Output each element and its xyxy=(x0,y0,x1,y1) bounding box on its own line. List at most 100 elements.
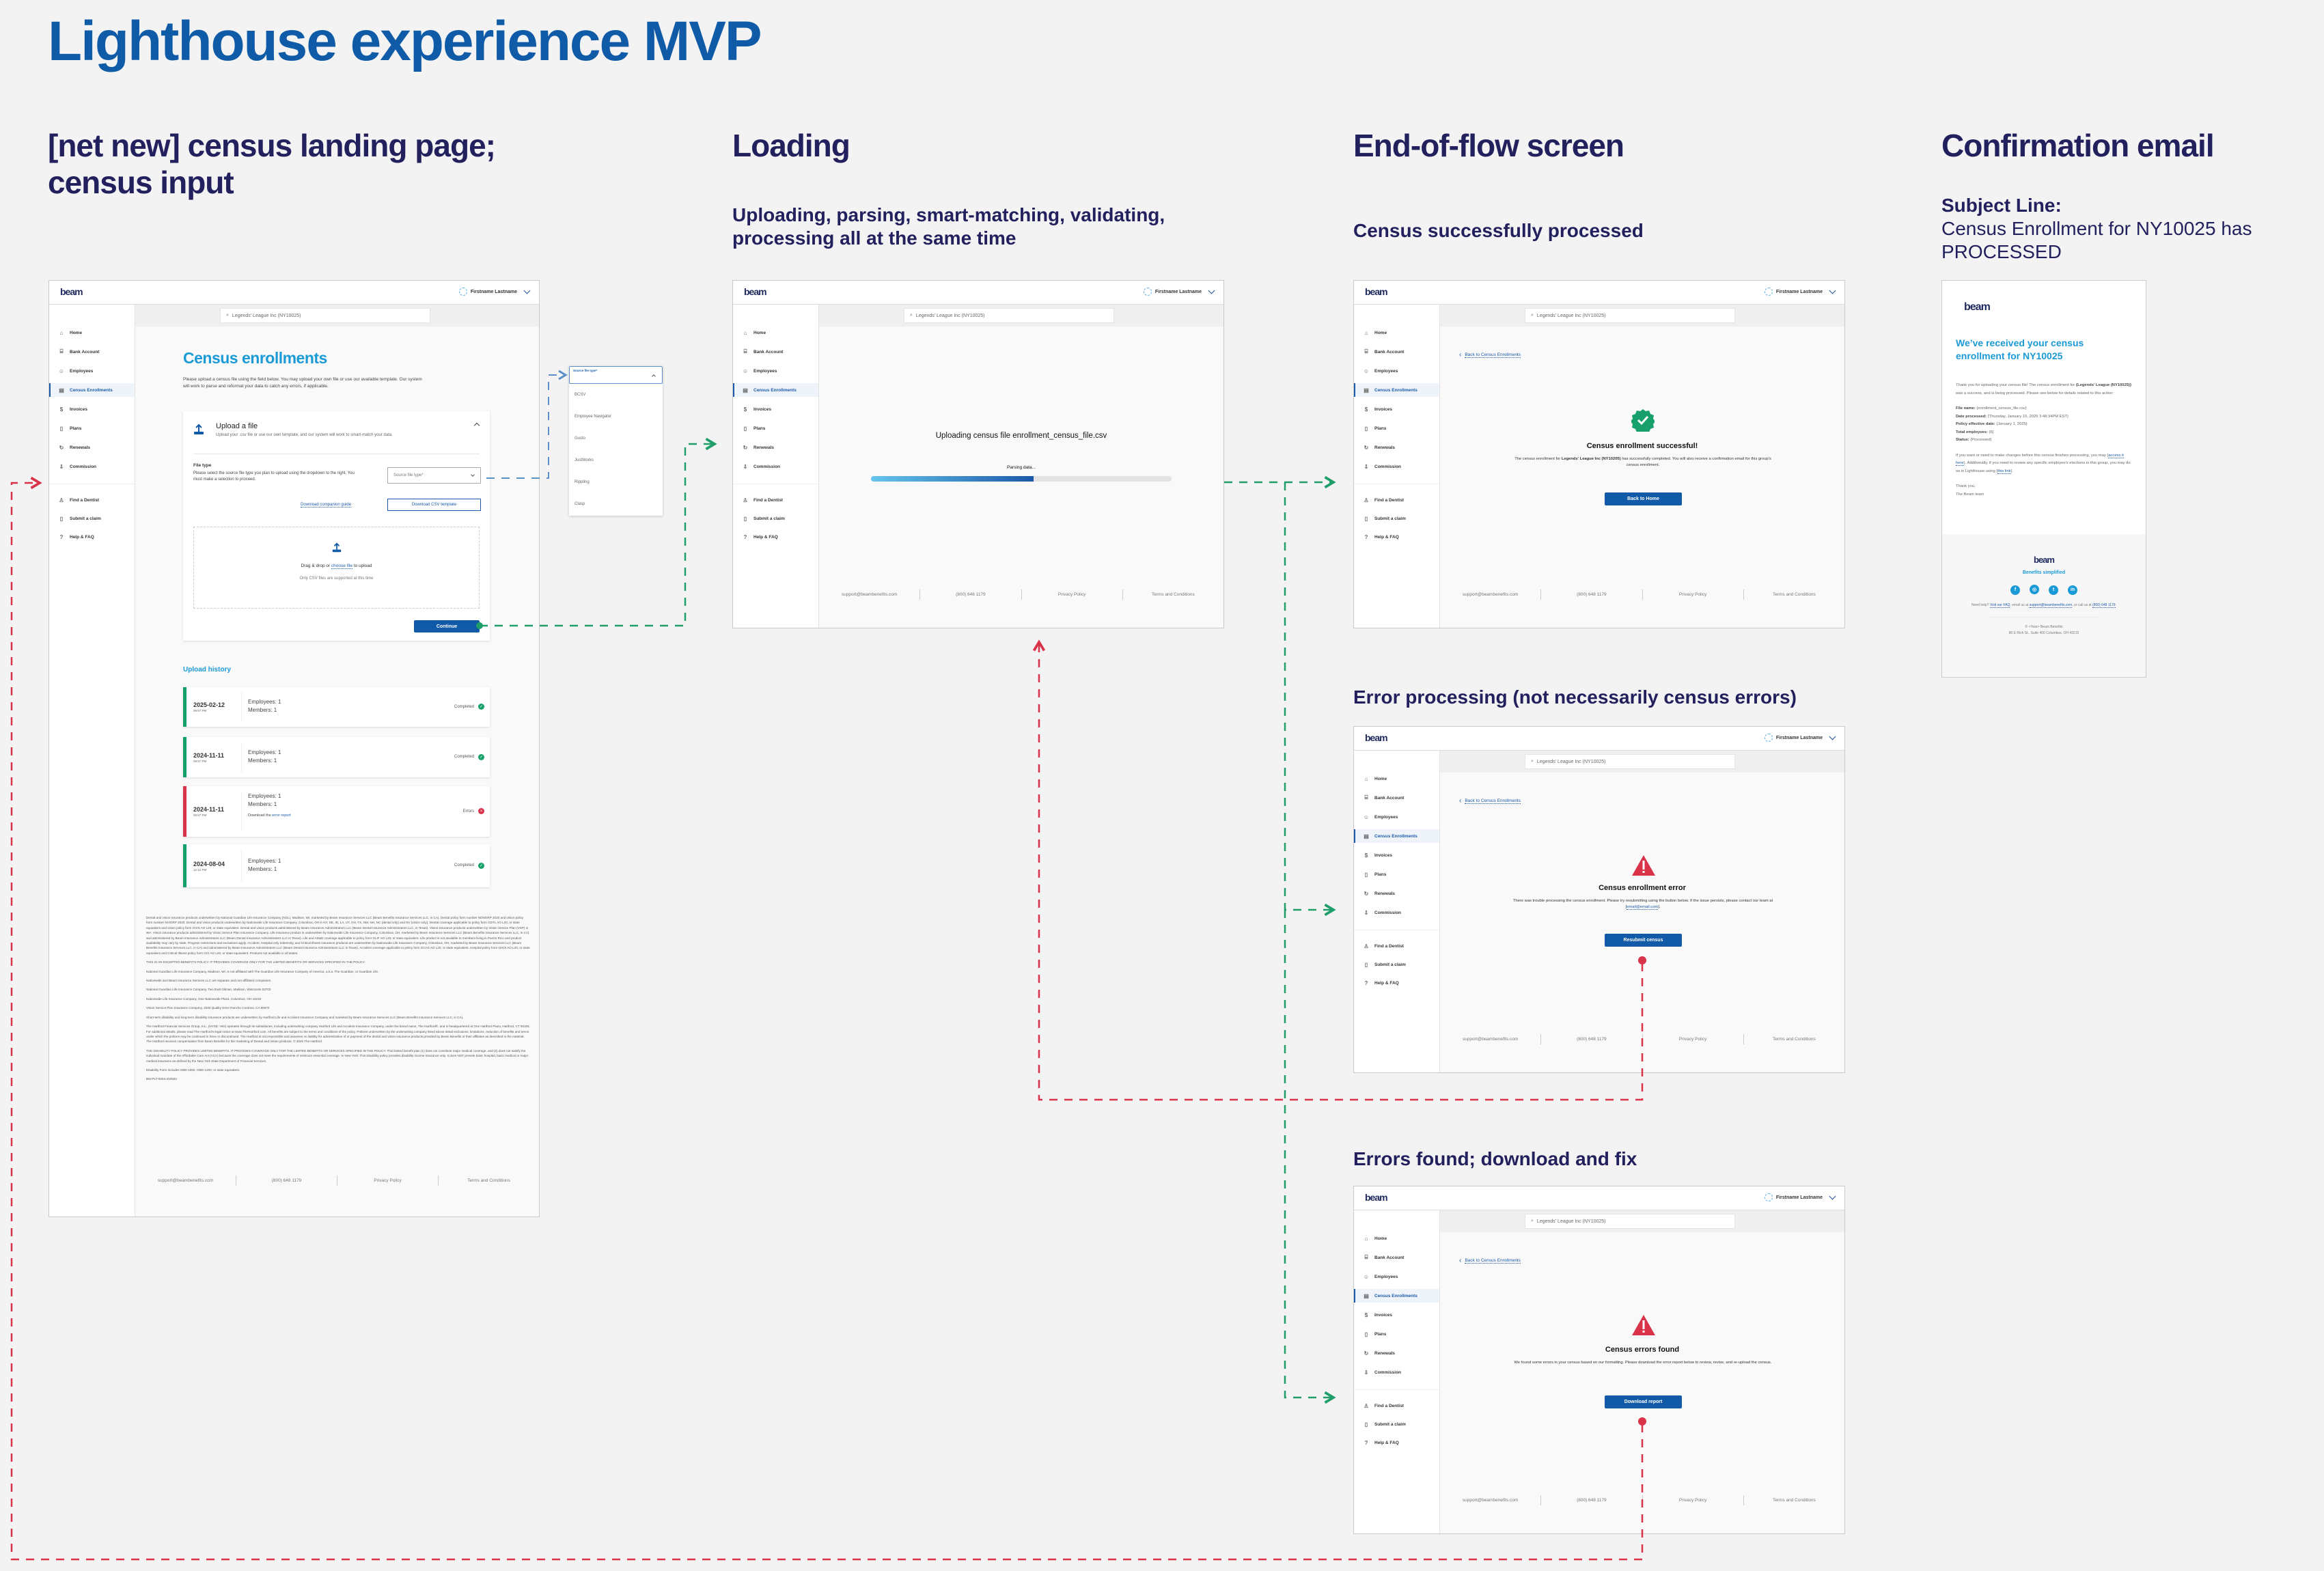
sidebar-item-bank-account[interactable]: ⌸ Bank Account xyxy=(1354,345,1439,359)
twitter-icon[interactable]: t xyxy=(2049,585,2058,595)
sidebar-item-help-faq[interactable]: ? Help & FAQ xyxy=(49,530,135,544)
this-link[interactable]: this link xyxy=(1997,469,2011,474)
sidebar-item-submit-a-claim[interactable]: ▯ Submit a claim xyxy=(1354,958,1439,971)
dropdown-option[interactable]: Clasp xyxy=(575,502,585,506)
sidebar-item-invoices[interactable]: $ Invoices xyxy=(1354,1308,1439,1322)
user-menu[interactable]: Firstname Lastname xyxy=(1764,733,1836,742)
sidebar-item-commission[interactable]: ⇩ Commission xyxy=(49,460,135,473)
sidebar-item-find-a-dentist[interactable]: ♙ Find a Dentist xyxy=(733,493,818,507)
sidebar-item-employees[interactable]: ☺ Employees xyxy=(1354,1270,1439,1283)
footer-link[interactable]: Terms and Conditions xyxy=(1122,589,1223,600)
sidebar-item-plans[interactable]: ▯ Plans xyxy=(1354,421,1439,435)
footer-link[interactable]: support@beambenefits.com xyxy=(1462,1037,1519,1042)
download-csv-template-button[interactable]: Download CSV template xyxy=(387,499,481,511)
phone-link[interactable]: (800) 648 1179 xyxy=(2092,602,2116,608)
support-email-link[interactable]: support@beambenefits.com xyxy=(2029,602,2073,608)
download-companion-guide-link[interactable]: Download companion guide xyxy=(301,503,352,508)
sidebar-item-renewals[interactable]: ↻ Renewals xyxy=(1354,441,1439,454)
sidebar-item-employees[interactable]: ☺ Employees xyxy=(1354,810,1439,824)
group-search-input[interactable]: ⌕ Legends' League Inc (NY10025) xyxy=(220,308,430,323)
group-search-input[interactable]: ⌕ Legends' League Inc (NY10025) xyxy=(1525,754,1735,769)
sidebar-item-census-enrollments[interactable]: ▤ Census Enrollments xyxy=(1354,829,1439,843)
sidebar-item-employees[interactable]: ☺ Employees xyxy=(733,364,818,378)
sidebar-item-commission[interactable]: ⇩ Commission xyxy=(733,460,818,473)
sidebar-item-renewals[interactable]: ↻ Renewals xyxy=(733,441,818,454)
sidebar-item-help-faq[interactable]: ? Help & FAQ xyxy=(1354,1436,1439,1449)
error-report-link[interactable]: error report xyxy=(272,814,291,818)
dropdown-option[interactable]: Gusto xyxy=(575,436,586,441)
sidebar-item-home[interactable]: ⌂ Home xyxy=(1354,1232,1439,1245)
footer-link[interactable]: Terms and Conditions xyxy=(1743,1495,1844,1505)
sidebar-item-home[interactable]: ⌂ Home xyxy=(733,326,818,339)
beam-logo[interactable]: beam xyxy=(60,286,83,297)
sidebar-item-employees[interactable]: ☺ Employees xyxy=(1354,364,1439,378)
beam-logo[interactable]: beam xyxy=(1365,732,1388,743)
sidebar-item-census-enrollments[interactable]: ▤ Census Enrollments xyxy=(49,383,135,397)
sidebar-item-bank-account[interactable]: ⌸ Bank Account xyxy=(1354,1251,1439,1264)
back-to-census-link[interactable]: ‹ Back to Census Enrollments xyxy=(1459,1257,1521,1264)
beam-logo[interactable]: beam xyxy=(744,286,767,297)
footer-link[interactable]: (800) 648 1179 xyxy=(919,589,1021,600)
footer-link[interactable]: Privacy Policy xyxy=(1642,1034,1743,1044)
sidebar-item-find-a-dentist[interactable]: ♙ Find a Dentist xyxy=(49,493,135,507)
sidebar-item-help-faq[interactable]: ? Help & FAQ xyxy=(1354,976,1439,990)
dropdown-option[interactable]: Employee Navigator xyxy=(575,415,612,419)
sidebar-item-commission[interactable]: ⇩ Commission xyxy=(1354,906,1439,919)
group-search-input[interactable]: ⌕ Legends' League Inc (NY10025) xyxy=(904,308,1114,323)
sidebar-item-renewals[interactable]: ↻ Renewals xyxy=(1354,1346,1439,1360)
faq-link[interactable]: Visit our FAQ xyxy=(1989,602,2010,608)
sidebar-item-home[interactable]: ⌂ Home xyxy=(1354,772,1439,786)
footer-link[interactable]: Privacy Policy xyxy=(337,1176,438,1186)
beam-logo[interactable]: beam xyxy=(1365,1192,1388,1203)
sidebar-item-bank-account[interactable]: ⌸ Bank Account xyxy=(49,345,135,359)
sidebar-item-find-a-dentist[interactable]: ♙ Find a Dentist xyxy=(1354,1399,1439,1413)
sidebar-item-bank-account[interactable]: ⌸ Bank Account xyxy=(1354,791,1439,805)
footer-link[interactable]: Privacy Policy xyxy=(1642,1495,1743,1505)
choose-file-link[interactable]: choose file xyxy=(331,564,352,569)
sidebar-item-plans[interactable]: ▯ Plans xyxy=(1354,1327,1439,1341)
back-to-census-link[interactable]: ‹ Back to Census Enrollments xyxy=(1459,797,1521,805)
footer-link[interactable]: support@beambenefits.com xyxy=(157,1178,214,1183)
user-menu[interactable]: Firstname Lastname xyxy=(458,287,531,296)
sidebar-item-plans[interactable]: ▯ Plans xyxy=(49,421,135,435)
collapse-chevron-up-icon[interactable] xyxy=(473,422,480,429)
footer-link[interactable]: support@beambenefits.com xyxy=(1462,1498,1519,1503)
sidebar-item-home[interactable]: ⌂ Home xyxy=(49,326,135,339)
sidebar-item-invoices[interactable]: $ Invoices xyxy=(49,402,135,416)
contact-email-link[interactable]: email@email.com xyxy=(1627,905,1659,910)
sidebar-item-help-faq[interactable]: ? Help & FAQ xyxy=(733,530,818,544)
group-search-input[interactable]: ⌕ Legends' League Inc (NY10025) xyxy=(1525,1214,1735,1229)
sidebar-item-submit-a-claim[interactable]: ▯ Submit a claim xyxy=(733,512,818,525)
sidebar-item-invoices[interactable]: $ Invoices xyxy=(733,402,818,416)
resubmit-census-button[interactable]: Resubmit census xyxy=(1605,934,1682,947)
sidebar-item-commission[interactable]: ⇩ Commission xyxy=(1354,1365,1439,1379)
facebook-icon[interactable]: f xyxy=(2010,585,2020,595)
back-to-home-button[interactable]: Back to Home xyxy=(1605,492,1682,505)
dropdown-option[interactable]: BCSV xyxy=(575,393,586,397)
sidebar-item-employees[interactable]: ☺ Employees xyxy=(49,364,135,378)
sidebar-item-invoices[interactable]: $ Invoices xyxy=(1354,402,1439,416)
sidebar-item-census-enrollments[interactable]: ▤ Census Enrollments xyxy=(733,383,818,397)
user-menu[interactable]: Firstname Lastname xyxy=(1143,287,1215,296)
sidebar-item-submit-a-claim[interactable]: ▯ Submit a claim xyxy=(49,512,135,525)
footer-link[interactable]: Terms and Conditions xyxy=(1743,1034,1844,1044)
sidebar-item-submit-a-claim[interactable]: ▯ Submit a claim xyxy=(1354,512,1439,525)
user-menu[interactable]: Firstname Lastname xyxy=(1764,287,1836,296)
group-search-input[interactable]: ⌕ Legends' League Inc (NY10025) xyxy=(1525,308,1735,323)
sidebar-item-census-enrollments[interactable]: ▤ Census Enrollments xyxy=(1354,383,1439,397)
sidebar-item-plans[interactable]: ▯ Plans xyxy=(733,421,818,435)
beam-logo[interactable]: beam xyxy=(1365,286,1388,297)
footer-link[interactable]: Terms and Conditions xyxy=(1743,589,1844,600)
dropdown-option[interactable]: JustWorks xyxy=(575,458,594,462)
source-file-type-select[interactable]: Source file type* xyxy=(387,467,481,484)
footer-link[interactable]: (800) 648 1179 xyxy=(1540,1495,1642,1505)
sidebar-item-commission[interactable]: ⇩ Commission xyxy=(1354,460,1439,473)
sidebar-item-bank-account[interactable]: ⌸ Bank Account xyxy=(733,345,818,359)
footer-link[interactable]: (800) 648 1179 xyxy=(1540,1034,1642,1044)
footer-link[interactable]: (800) 648 1179 xyxy=(1540,589,1642,600)
file-drop-zone[interactable]: Drag & drop or choose file to upload Onl… xyxy=(193,527,480,609)
sidebar-item-find-a-dentist[interactable]: ♙ Find a Dentist xyxy=(1354,493,1439,507)
download-report-button[interactable]: Download report xyxy=(1605,1395,1682,1408)
sidebar-item-help-faq[interactable]: ? Help & FAQ xyxy=(1354,530,1439,544)
sidebar-item-find-a-dentist[interactable]: ♙ Find a Dentist xyxy=(1354,939,1439,953)
